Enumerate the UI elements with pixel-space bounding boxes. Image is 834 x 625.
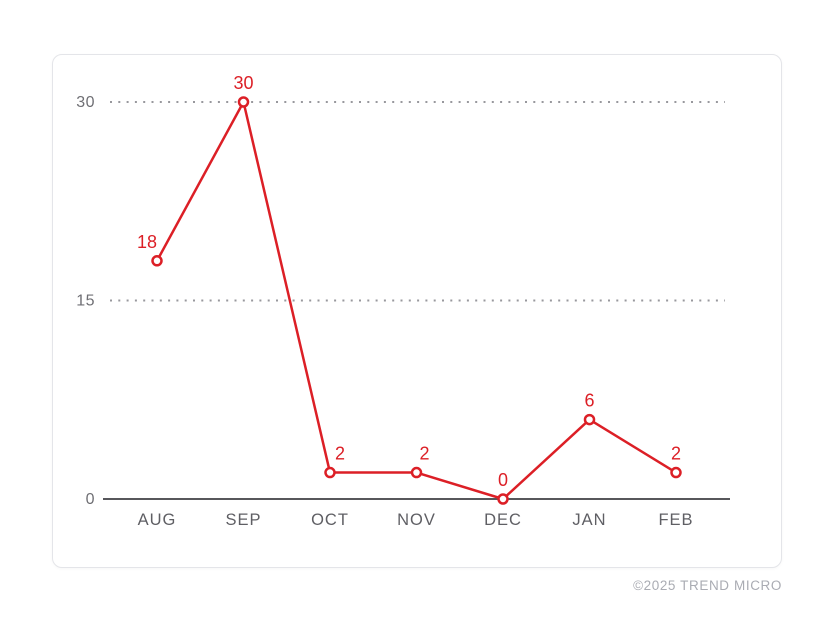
data-point-label: 2 [335,444,345,464]
x-tick-label: JAN [572,511,606,529]
data-point-label: 18 [137,232,157,252]
data-point [497,493,509,505]
line-chart: 0 15 30 AUG SEP OCT NOV DEC JAN FEB 18 30 2 2 0 6 2 [76,73,730,529]
x-tick-label: AUG [138,511,177,529]
data-point-label: 6 [584,391,594,411]
copyright-text: ©2025 TREND MICRO [633,578,782,593]
data-point-label: 30 [233,73,253,93]
data-point-label: 2 [671,444,681,464]
data-point [583,413,596,426]
y-tick-label: 0 [86,491,95,508]
data-point-label: 0 [498,470,508,490]
y-tick-label: 15 [76,293,95,310]
chart-card: 0 15 30 AUG SEP OCT NOV DEC JAN FEB 18 30 2 2 0 6 2 [52,54,782,568]
x-tick-label: SEP [225,511,261,529]
x-tick-label: NOV [397,511,436,529]
x-tick-label: OCT [311,511,349,529]
data-point-label: 2 [419,444,429,464]
data-point [151,255,163,267]
data-point [237,96,250,108]
data-point [670,466,682,479]
data-point [324,466,336,479]
y-tick-label: 30 [76,94,95,111]
x-tick-label: FEB [658,511,693,529]
x-tick-label: DEC [484,511,522,529]
data-point [410,466,423,479]
